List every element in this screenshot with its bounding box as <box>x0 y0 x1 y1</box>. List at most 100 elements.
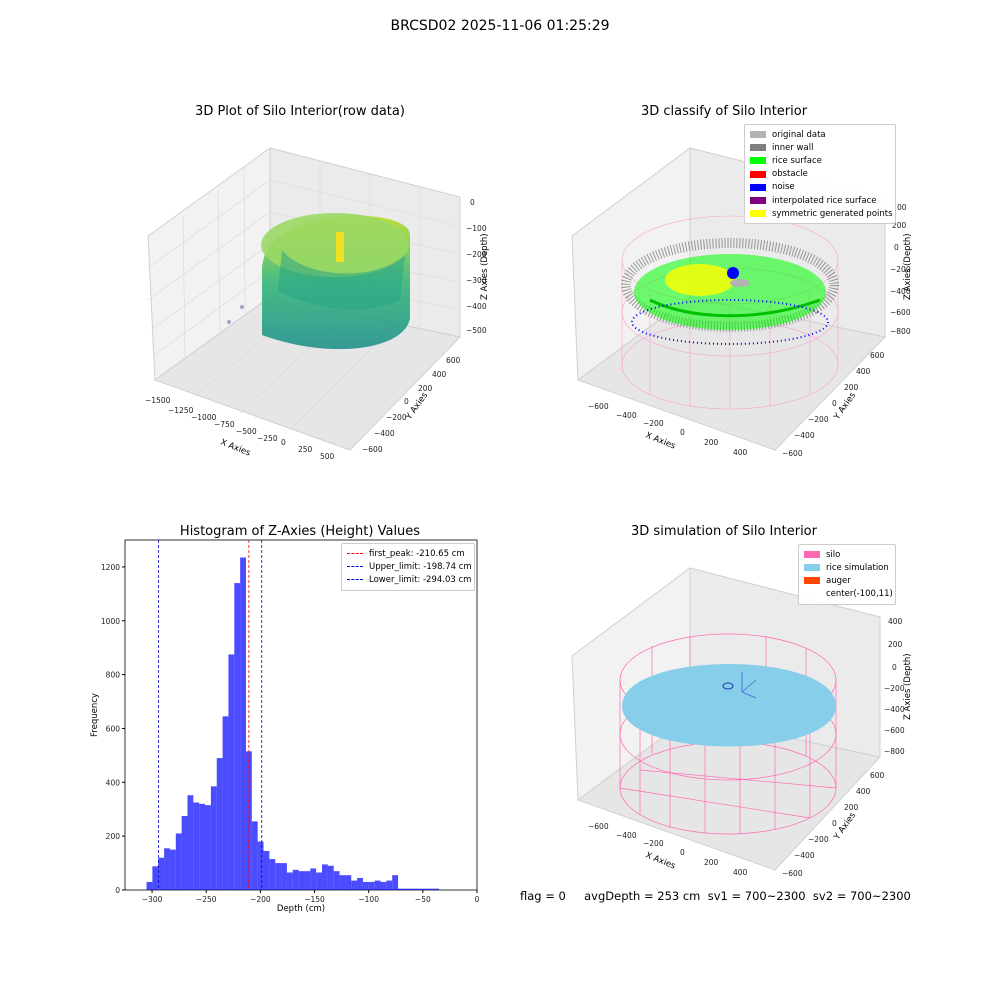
histogram-bar <box>164 848 170 890</box>
histogram-panel: −300 −250 −200 −150 −100 −50 0 0 200 400 600 800 10… <box>90 539 480 914</box>
raw-z-tick: −500 <box>466 326 487 335</box>
classify-z-tick: 00 <box>897 203 907 212</box>
histogram-legend-item: first_peak: -210.65 cm <box>347 547 469 560</box>
histogram-bar <box>286 872 293 890</box>
sim-legend-swatch <box>804 591 820 598</box>
raw-plot-title: 3D Plot of Silo Interior(row data) <box>195 104 405 119</box>
classify-legend-swatch <box>750 144 766 152</box>
classify-legend-label: obstacle <box>772 169 808 180</box>
sim-legend-label: silo <box>826 549 841 560</box>
histogram-bar <box>181 815 188 890</box>
raw-y-tick: −400 <box>374 429 395 438</box>
classify-legend-item: rice surface <box>750 154 890 167</box>
classify-legend-label: rice surface <box>772 155 822 166</box>
classify-z-ticks: 00 200 0 −200 −400 −600 −800 <box>890 203 911 336</box>
classify-z-tick: 200 <box>892 221 907 230</box>
histogram-bar <box>292 869 299 890</box>
classify-floor-pane <box>576 296 886 451</box>
raw-z-tick: 0 <box>470 198 475 207</box>
classify-original-data <box>730 279 750 287</box>
histogram-x-ticks: −300 −250 −200 −150 −100 −50 0 <box>142 890 480 904</box>
sim-legend-item: center(-100,11) <box>804 588 893 601</box>
sim-z-tick: −600 <box>884 726 905 735</box>
histogram-bar <box>257 841 264 890</box>
classify-z-tick: −600 <box>890 308 911 317</box>
histogram-x-tick: 0 <box>475 895 480 904</box>
classify-legend-item: obstacle <box>750 168 890 181</box>
raw-z-tick: −300 <box>466 276 487 285</box>
histogram-bar <box>146 881 153 890</box>
histogram-legend-item: Upper_limit: -198.74 cm <box>347 560 472 573</box>
histogram-bar <box>251 821 258 890</box>
histogram-bar <box>193 802 200 890</box>
histogram-bar <box>374 880 381 890</box>
classify-x-tick: −400 <box>616 411 637 420</box>
histogram-legend-swatch <box>347 566 363 568</box>
classify-x-tick: 0 <box>680 428 685 437</box>
raw-x-ticks: −1500 −1250 −1000 −750 −500 −250 0 250 5… <box>145 396 335 461</box>
classify-x-tick: 200 <box>704 438 719 447</box>
histogram-y-tick: 1200 <box>101 563 120 572</box>
histogram-bar <box>345 875 352 890</box>
histogram-x-tick: −300 <box>142 895 163 904</box>
histogram-x-tick: −50 <box>415 895 431 904</box>
raw-z-tick: −200 <box>466 250 487 259</box>
sim-z-label: Z Axies (Depth) <box>903 653 913 720</box>
figure-suptitle: BRCSD02 2025-11-06 01:25:29 <box>390 18 610 34</box>
histogram-x-tick: −150 <box>304 895 325 904</box>
sim-center-marker <box>722 682 734 690</box>
sim-auger <box>741 672 757 699</box>
histogram-bar <box>169 849 176 890</box>
sim-legend-item: silo <box>804 548 890 561</box>
raw-point-cloud-spike <box>336 232 344 262</box>
sim-x-label: X Axies <box>644 851 677 872</box>
histogram-bar <box>339 875 346 890</box>
raw-y-tick: 200 <box>418 384 433 393</box>
simulation-plot-title: 3D simulation of Silo Interior <box>631 524 817 539</box>
histogram-legend-swatch <box>347 579 363 581</box>
raw-outlier-point <box>227 320 231 324</box>
classify-y-tick: 600 <box>870 351 885 360</box>
classify-legend-swatch <box>750 197 766 205</box>
classify-legend-label: original data <box>772 129 826 140</box>
sim-legend-item: auger <box>804 574 890 587</box>
histogram-legend: first_peak: -210.65 cm Upper_limit: -198.… <box>341 543 475 591</box>
classify-z-tick: −400 <box>890 287 911 296</box>
histogram-y-tick: 600 <box>106 724 121 733</box>
classify-plot-title: 3D classify of Silo Interior <box>640 104 808 119</box>
classify-legend-item: noise <box>750 181 890 194</box>
raw-outlier-point <box>240 305 244 309</box>
histogram-bar <box>152 866 159 890</box>
histogram-bar <box>298 871 305 890</box>
classify-legend-label: interpolated rice surface <box>772 195 877 206</box>
raw-z-tick: −400 <box>466 302 487 311</box>
status-line: flag = 0 avgDepth = 253 cm sv1 = 700~230… <box>520 889 911 903</box>
raw-point-cloud-top <box>261 213 409 277</box>
sim-y-ticks: −600 −400 −200 0 200 400 600 <box>782 771 885 878</box>
raw-z-tick: −100 <box>466 224 487 233</box>
sim-legend-label: center(-100,11) <box>826 589 893 600</box>
raw-z-ticks: 0 −100 −200 −300 −400 −500 <box>466 198 487 335</box>
histogram-bar <box>304 871 311 890</box>
sim-z-tick: −200 <box>884 684 905 693</box>
histogram-y-tick: 800 <box>106 671 121 680</box>
histogram-bar <box>368 881 375 890</box>
histogram-bar <box>398 888 404 890</box>
classify-z-tick: −800 <box>890 327 911 336</box>
classify-noise-cluster <box>727 267 739 279</box>
sim-legend-item: rice simulation <box>804 561 890 574</box>
sim-x-tick: 200 <box>704 858 719 867</box>
histogram-y-tick: 1000 <box>101 617 120 626</box>
histogram-legend-label: Lower_limit: -294.03 cm <box>369 574 472 585</box>
histogram-bar <box>281 863 287 890</box>
sim-z-tick: −800 <box>884 747 905 756</box>
histogram-bar <box>380 881 387 890</box>
histogram-legend-swatch <box>347 553 363 555</box>
sim-legend-label: auger <box>826 575 851 586</box>
histogram-x-tick: −100 <box>358 895 379 904</box>
sim-y-tick: −600 <box>782 869 803 878</box>
sim-x-tick: −400 <box>616 831 637 840</box>
histogram-bar <box>362 881 369 890</box>
classify-legend-label: inner wall <box>772 142 814 153</box>
classify-legend-item: interpolated rice surface <box>750 194 890 207</box>
